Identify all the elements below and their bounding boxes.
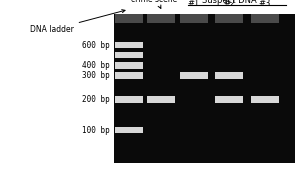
Bar <box>180 14 208 23</box>
Text: Suspect DNA: Suspect DNA <box>202 0 257 5</box>
Bar <box>251 14 279 23</box>
Text: #1: #1 <box>188 0 200 8</box>
Bar <box>147 14 175 23</box>
Bar <box>115 72 143 79</box>
Text: 400 bp: 400 bp <box>82 61 110 70</box>
Bar <box>114 14 295 163</box>
Bar <box>215 14 243 23</box>
Bar <box>251 96 279 103</box>
Bar <box>115 62 143 69</box>
Text: DNA from
crime scene: DNA from crime scene <box>131 0 177 8</box>
Bar <box>215 72 243 79</box>
Bar <box>115 42 143 48</box>
Text: 600 bp: 600 bp <box>82 41 110 49</box>
Text: #3: #3 <box>259 0 271 8</box>
Bar <box>115 14 143 23</box>
Text: DNA ladder: DNA ladder <box>30 10 125 34</box>
Text: #2: #2 <box>223 0 236 8</box>
Text: 200 bp: 200 bp <box>82 95 110 104</box>
Text: 300 bp: 300 bp <box>82 71 110 80</box>
Bar <box>115 52 143 58</box>
Bar <box>215 96 243 103</box>
Bar <box>115 127 143 133</box>
Bar <box>147 96 175 103</box>
Bar <box>180 72 208 79</box>
Text: 100 bp: 100 bp <box>82 126 110 134</box>
Bar <box>115 96 143 103</box>
